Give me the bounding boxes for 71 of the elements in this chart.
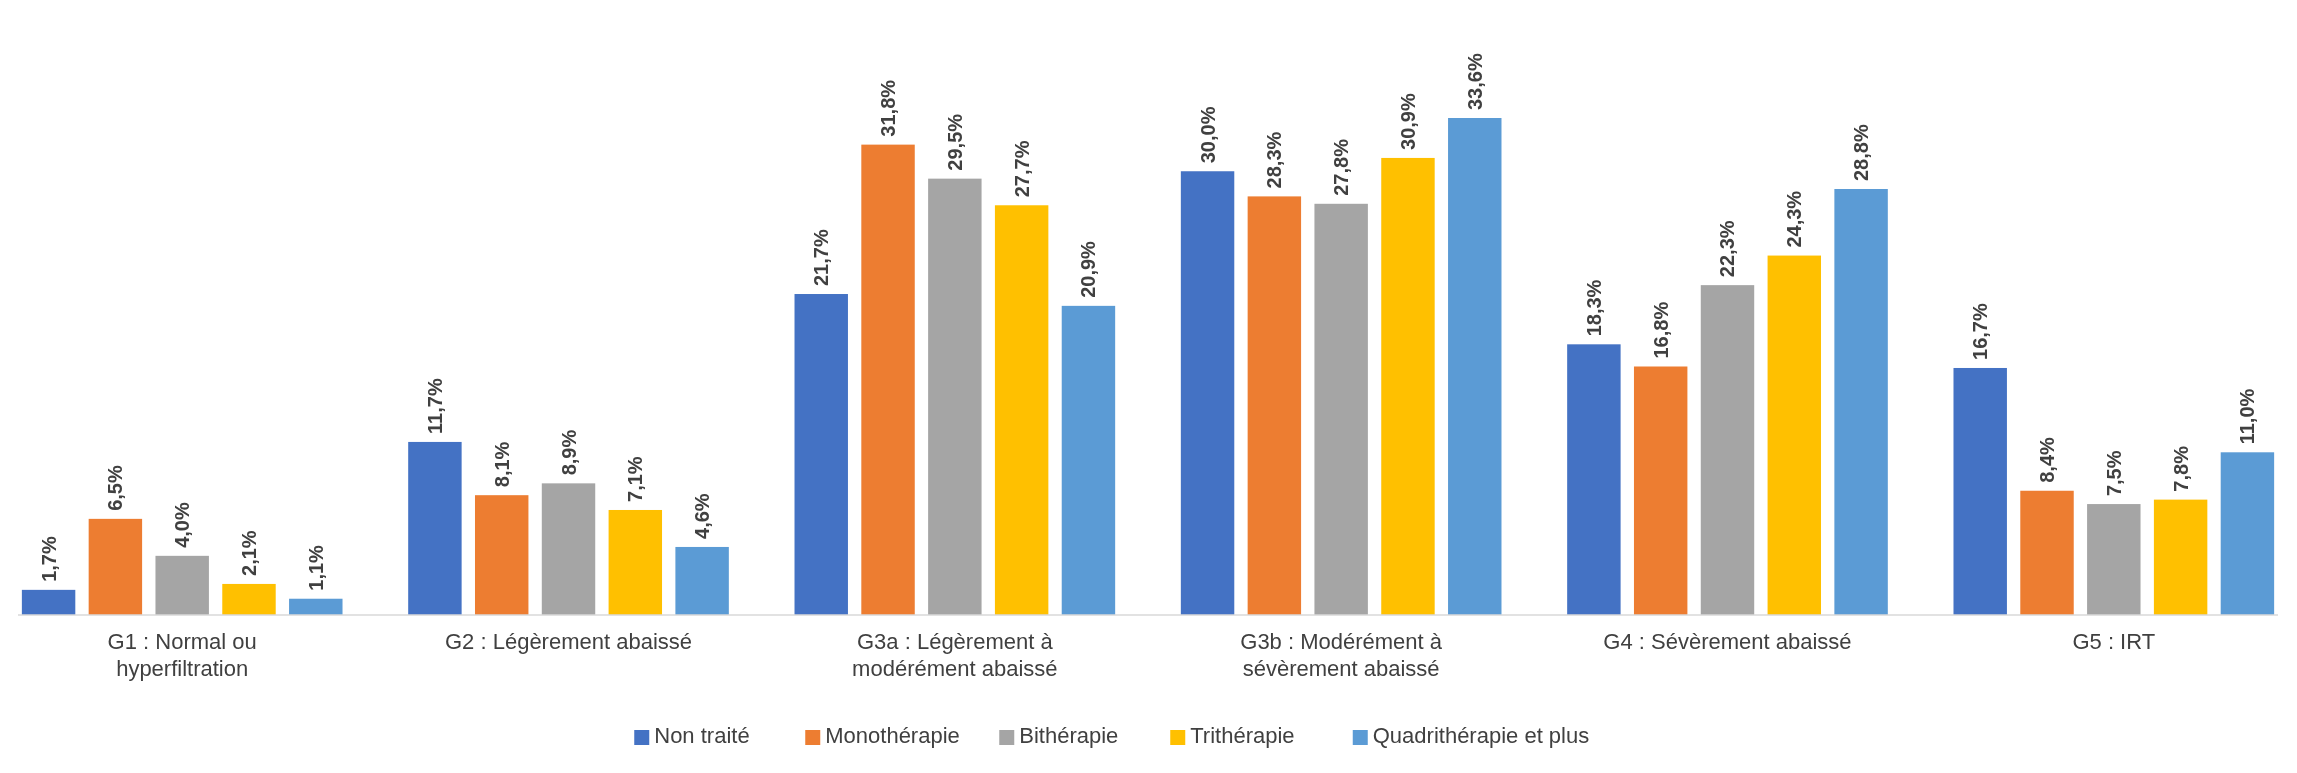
data-label: 11,0% <box>2236 388 2259 445</box>
data-label: 30,9% <box>1396 93 1419 150</box>
data-label: 30,0% <box>1196 106 1219 164</box>
x-tick-label: G3a : Légèrement à modérément abaissé <box>852 629 1058 681</box>
bar <box>1633 366 1688 615</box>
data-label: 16,8% <box>1649 301 1672 359</box>
bar <box>608 509 663 615</box>
bar <box>1061 305 1116 615</box>
bar <box>794 294 848 615</box>
data-label: 1,1% <box>304 544 327 591</box>
bar <box>1180 171 1235 615</box>
bar <box>1767 255 1822 615</box>
bar <box>861 144 915 615</box>
bar <box>928 178 982 615</box>
data-label: 8,9% <box>557 429 580 476</box>
data-label: 27,7% <box>1010 140 1033 198</box>
data-label: 31,8% <box>877 79 900 137</box>
data-label: 18,3% <box>1582 279 1605 337</box>
data-label: 29,5% <box>943 113 966 171</box>
x-tick-label: G4 : Sévèrement abaissé <box>1603 629 1852 654</box>
bar <box>88 518 143 615</box>
bar <box>408 441 462 615</box>
data-label: 20,9% <box>1077 240 1100 298</box>
bar <box>1953 367 2007 615</box>
bar <box>222 583 276 615</box>
data-label: 28,3% <box>1263 131 1286 189</box>
legend-label: Non traité <box>654 723 750 748</box>
bar <box>474 495 529 615</box>
data-label: 8,4% <box>2036 436 2059 483</box>
bar <box>675 546 729 615</box>
data-label: 16,7% <box>1969 303 1992 360</box>
data-label: 27,8% <box>1330 138 1353 196</box>
bar <box>2220 452 2275 615</box>
bar <box>21 589 76 615</box>
bar <box>1247 196 1302 615</box>
data-label: 21,7% <box>810 229 833 287</box>
bar <box>1381 157 1435 615</box>
data-label: 22,3% <box>1716 220 1739 278</box>
x-tick-label: G3b : Modérément à sévèrement abaissé <box>1240 629 1443 681</box>
data-label: 11,7% <box>423 378 446 434</box>
data-label: 8,1% <box>490 441 513 488</box>
bar <box>155 555 209 615</box>
legend-label: Monothérapie <box>825 723 960 748</box>
legend-label: Quadrithérapie et plus <box>1372 723 1590 748</box>
bar <box>1834 189 1888 615</box>
bar <box>1567 344 1621 615</box>
data-label: 33,6% <box>1463 53 1486 110</box>
data-label: 6,5% <box>104 465 127 511</box>
data-label: 4,6% <box>691 493 714 539</box>
data-label: 7,5% <box>2102 450 2125 497</box>
bar <box>1314 203 1368 615</box>
data-label: 1,7% <box>37 536 60 582</box>
bar <box>1700 285 1755 615</box>
data-label: 7,1% <box>624 456 647 502</box>
bar <box>994 205 1049 615</box>
bar <box>1448 118 1502 615</box>
x-tick-label: G2 : Légèrement abaissé <box>444 629 693 654</box>
bar <box>289 598 343 615</box>
legend-label: Bithérapie <box>1019 723 1119 748</box>
bar <box>2087 504 2141 615</box>
data-label: 28,8% <box>1850 124 1873 181</box>
data-label: 7,8% <box>2169 445 2192 492</box>
bar <box>541 483 596 615</box>
legend-label: Trithérapie <box>1190 723 1295 748</box>
bar <box>2153 499 2208 615</box>
data-label: 24,3% <box>1783 190 1806 248</box>
bar <box>2020 490 2074 615</box>
data-label: 4,0% <box>171 502 194 548</box>
data-label: 2,1% <box>237 530 260 576</box>
x-tick-label: G5 : IRT <box>2072 629 2156 654</box>
x-tick-label: G1 : Normal ou hyperfiltration <box>107 629 257 681</box>
